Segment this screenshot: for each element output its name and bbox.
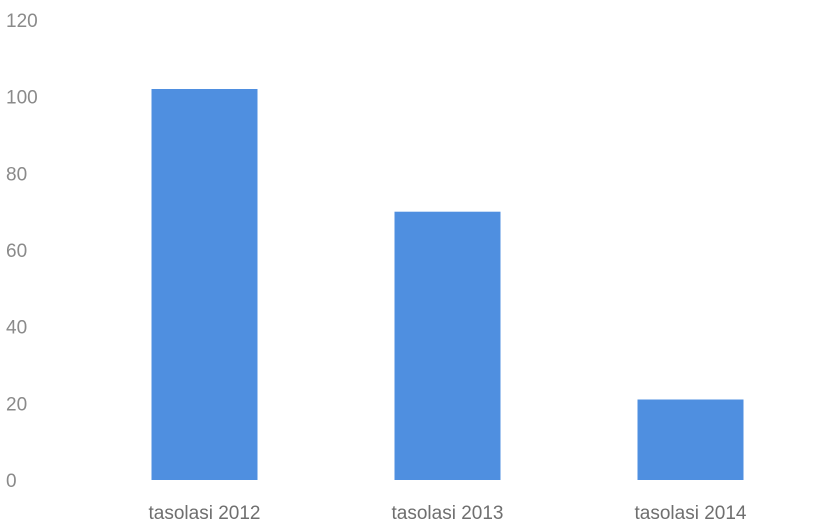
y-tick-label: 20 [6, 394, 27, 415]
x-category-label: tasolasi 2013 [392, 503, 504, 523]
y-tick-label: 0 [6, 471, 17, 492]
y-tick-label: 100 [6, 88, 38, 109]
x-axis-labels: tasolasi 2012 tasolasi 2013 tasolasi 2014 [149, 503, 747, 523]
x-category-label: tasolasi 2012 [149, 503, 261, 523]
bar-tasolasi-2012 [151, 89, 258, 480]
bar-tasolasi-2014 [637, 399, 744, 480]
y-tick-label: 40 [6, 318, 27, 339]
y-tick-label: 60 [6, 241, 27, 262]
y-axis-ticks: 0 20 40 60 80 100 120 [6, 11, 38, 492]
y-tick-label: 120 [6, 11, 38, 32]
bar-tasolasi-2013 [394, 211, 501, 480]
y-tick-label: 80 [6, 164, 27, 185]
x-category-label: tasolasi 2014 [635, 503, 747, 523]
bars-group [151, 89, 744, 480]
